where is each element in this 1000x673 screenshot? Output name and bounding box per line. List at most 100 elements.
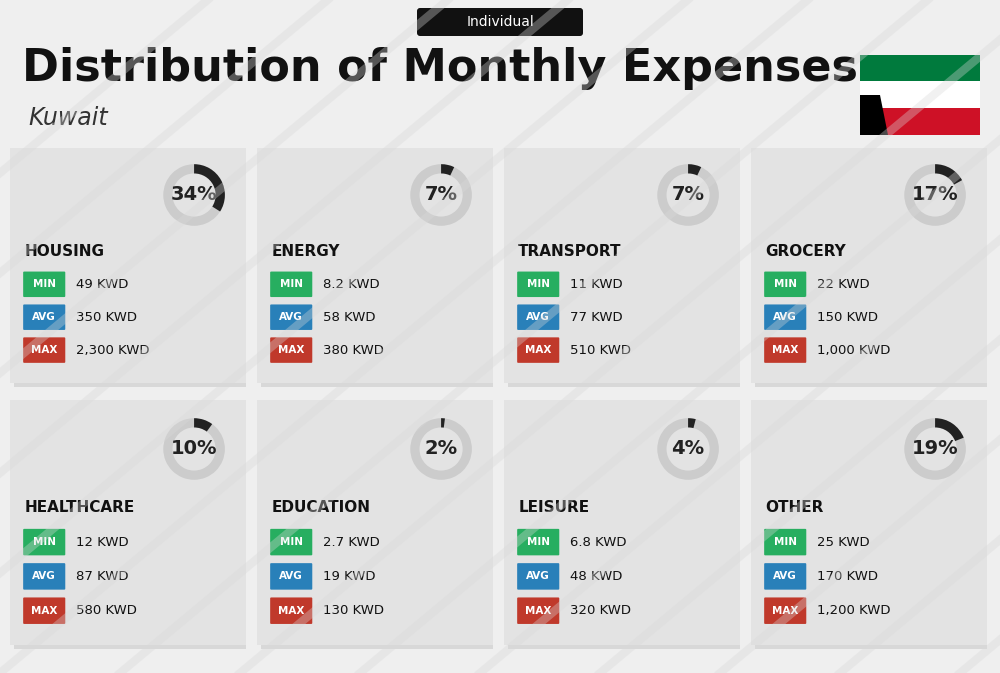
Wedge shape: [904, 164, 966, 226]
Text: 77 KWD: 77 KWD: [570, 311, 623, 324]
Wedge shape: [441, 418, 445, 427]
FancyBboxPatch shape: [10, 148, 246, 383]
Text: AVG: AVG: [279, 312, 303, 322]
Text: 10%: 10%: [171, 439, 217, 458]
Text: 2,300 KWD: 2,300 KWD: [76, 344, 150, 357]
FancyBboxPatch shape: [257, 148, 493, 383]
Text: 2%: 2%: [425, 439, 458, 458]
FancyBboxPatch shape: [257, 400, 493, 645]
Text: AVG: AVG: [32, 571, 56, 581]
Text: MIN: MIN: [33, 279, 56, 289]
Wedge shape: [410, 164, 472, 226]
Text: 25 KWD: 25 KWD: [817, 536, 870, 548]
Text: 580 KWD: 580 KWD: [76, 604, 137, 617]
Wedge shape: [935, 164, 962, 184]
Text: 87 KWD: 87 KWD: [76, 570, 129, 583]
Text: 22 KWD: 22 KWD: [817, 278, 870, 291]
FancyBboxPatch shape: [517, 304, 559, 330]
Text: TRANSPORT: TRANSPORT: [518, 244, 622, 259]
Text: 34%: 34%: [171, 186, 217, 205]
Text: MAX: MAX: [31, 606, 57, 616]
Text: AVG: AVG: [32, 312, 56, 322]
Text: AVG: AVG: [526, 571, 550, 581]
FancyBboxPatch shape: [23, 271, 65, 297]
FancyBboxPatch shape: [764, 337, 806, 363]
FancyBboxPatch shape: [517, 563, 559, 590]
FancyBboxPatch shape: [270, 271, 312, 297]
Text: 19%: 19%: [912, 439, 958, 458]
Wedge shape: [688, 164, 701, 176]
FancyBboxPatch shape: [764, 271, 806, 297]
Text: AVG: AVG: [279, 571, 303, 581]
FancyBboxPatch shape: [23, 337, 65, 363]
FancyBboxPatch shape: [517, 271, 559, 297]
Text: GROCERY: GROCERY: [765, 244, 846, 259]
Text: 150 KWD: 150 KWD: [817, 311, 878, 324]
FancyBboxPatch shape: [23, 529, 65, 555]
FancyBboxPatch shape: [14, 156, 246, 387]
FancyBboxPatch shape: [10, 400, 246, 645]
Wedge shape: [163, 164, 225, 226]
Text: EDUCATION: EDUCATION: [271, 500, 370, 516]
FancyBboxPatch shape: [764, 529, 806, 555]
Text: 510 KWD: 510 KWD: [570, 344, 631, 357]
FancyBboxPatch shape: [417, 8, 583, 36]
Wedge shape: [657, 418, 719, 480]
Text: 4%: 4%: [672, 439, 705, 458]
Bar: [860, 81, 980, 108]
FancyBboxPatch shape: [517, 337, 559, 363]
Text: Kuwait: Kuwait: [28, 106, 108, 130]
Text: AVG: AVG: [773, 571, 797, 581]
Text: 380 KWD: 380 KWD: [323, 344, 384, 357]
Wedge shape: [441, 164, 454, 176]
FancyBboxPatch shape: [270, 304, 312, 330]
Text: AVG: AVG: [773, 312, 797, 322]
FancyBboxPatch shape: [270, 598, 312, 624]
Text: 58 KWD: 58 KWD: [323, 311, 376, 324]
Text: 6.8 KWD: 6.8 KWD: [570, 536, 627, 548]
Text: 350 KWD: 350 KWD: [76, 311, 137, 324]
FancyBboxPatch shape: [508, 408, 740, 649]
FancyBboxPatch shape: [14, 408, 246, 649]
Wedge shape: [163, 418, 225, 480]
Text: MIN: MIN: [33, 537, 56, 547]
Text: 11 KWD: 11 KWD: [570, 278, 623, 291]
Text: MAX: MAX: [772, 606, 798, 616]
FancyBboxPatch shape: [23, 304, 65, 330]
Text: HEALTHCARE: HEALTHCARE: [24, 500, 134, 516]
Text: MIN: MIN: [527, 537, 550, 547]
Text: OTHER: OTHER: [765, 500, 824, 516]
Text: MIN: MIN: [280, 279, 303, 289]
Wedge shape: [688, 418, 696, 428]
Polygon shape: [860, 95, 888, 135]
FancyBboxPatch shape: [261, 408, 493, 649]
Bar: [860, 108, 980, 135]
FancyBboxPatch shape: [504, 400, 740, 645]
FancyBboxPatch shape: [508, 156, 740, 387]
FancyBboxPatch shape: [764, 598, 806, 624]
Text: ENERGY: ENERGY: [271, 244, 340, 259]
Text: 320 KWD: 320 KWD: [570, 604, 631, 617]
Text: 130 KWD: 130 KWD: [323, 604, 384, 617]
FancyBboxPatch shape: [504, 148, 740, 383]
Text: MAX: MAX: [278, 345, 304, 355]
FancyBboxPatch shape: [751, 148, 987, 383]
Wedge shape: [935, 418, 964, 441]
Text: 19 KWD: 19 KWD: [323, 570, 376, 583]
Text: MIN: MIN: [280, 537, 303, 547]
FancyBboxPatch shape: [23, 563, 65, 590]
FancyBboxPatch shape: [764, 304, 806, 330]
Wedge shape: [194, 164, 225, 211]
Text: 1,200 KWD: 1,200 KWD: [817, 604, 891, 617]
Text: Distribution of Monthly Expenses: Distribution of Monthly Expenses: [22, 46, 858, 90]
FancyBboxPatch shape: [517, 529, 559, 555]
Text: HOUSING: HOUSING: [24, 244, 104, 259]
Text: 170 KWD: 170 KWD: [817, 570, 878, 583]
Text: 17%: 17%: [912, 186, 958, 205]
FancyBboxPatch shape: [270, 563, 312, 590]
Text: MAX: MAX: [31, 345, 57, 355]
Text: MIN: MIN: [527, 279, 550, 289]
FancyBboxPatch shape: [755, 156, 987, 387]
Text: MAX: MAX: [525, 345, 551, 355]
FancyBboxPatch shape: [751, 400, 987, 645]
